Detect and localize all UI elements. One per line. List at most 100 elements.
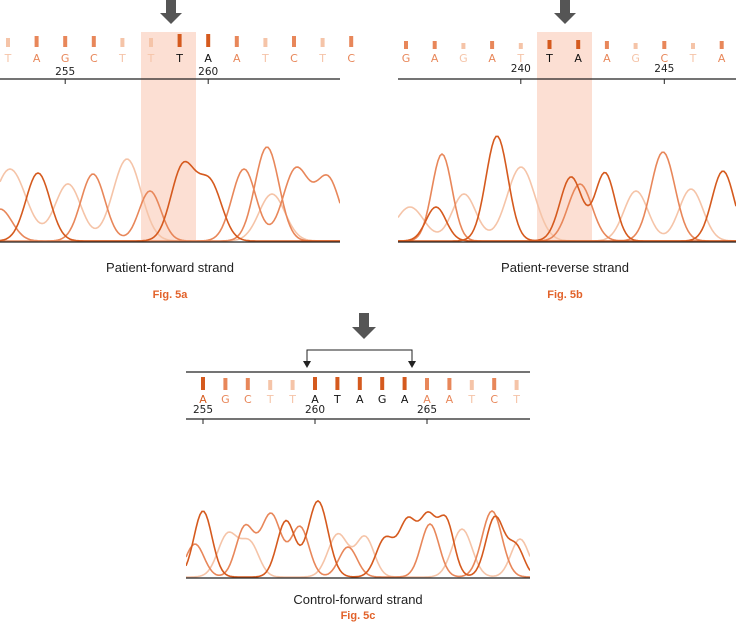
- base-bar: [313, 377, 317, 390]
- base-letter: G: [631, 52, 640, 65]
- figure-label-b: Fig. 5b: [547, 289, 583, 301]
- base-bar: [234, 36, 239, 47]
- base-letter: A: [431, 52, 439, 65]
- base-bar: [349, 36, 354, 47]
- base-letter: A: [574, 52, 582, 65]
- base-letter: G: [221, 393, 230, 406]
- base-bar: [120, 38, 125, 47]
- highlight-region-b: [537, 32, 592, 242]
- base-letter: T: [118, 52, 126, 65]
- base-bar: [335, 377, 340, 390]
- chromatogram-b: [398, 135, 736, 242]
- tick-label: 260: [305, 404, 325, 416]
- base-letter: A: [233, 52, 241, 65]
- arrow-down-icon: [352, 313, 376, 339]
- base-letter: T: [266, 393, 274, 406]
- base-bar: [320, 38, 325, 47]
- base-letter: A: [488, 52, 496, 65]
- bracket-arrowhead-right: [408, 361, 416, 368]
- base-letter: A: [423, 393, 431, 406]
- trace-curve: [186, 499, 530, 578]
- base-letter: T: [689, 52, 697, 65]
- base-bar: [6, 38, 10, 47]
- base-bar: [633, 43, 638, 49]
- base-letter: C: [660, 52, 668, 65]
- base-bar: [201, 377, 205, 390]
- base-bar: [719, 41, 724, 49]
- tick-label: 260: [198, 66, 218, 78]
- base-letter: T: [516, 52, 524, 65]
- trace-curve: [186, 510, 530, 578]
- base-bar: [432, 41, 437, 49]
- caption-a: Patient-forward strand: [106, 260, 234, 275]
- base-letter: T: [147, 52, 155, 65]
- base-bar: [576, 40, 581, 49]
- base-letter: A: [199, 393, 207, 406]
- duplication-bracket: [306, 349, 413, 362]
- trace-curve: [186, 528, 530, 578]
- base-bar: [604, 41, 609, 49]
- arrow-down-icon: [160, 0, 182, 24]
- base-bar: [380, 377, 385, 390]
- base-letter: T: [512, 393, 520, 406]
- base-letter: C: [490, 393, 498, 406]
- base-bar: [662, 41, 667, 49]
- base-bar: [223, 378, 228, 390]
- base-letter: C: [90, 52, 98, 65]
- base-letter: T: [318, 52, 326, 65]
- base-letter: A: [204, 52, 212, 65]
- base-letter: A: [356, 393, 364, 406]
- base-letter: A: [446, 393, 454, 406]
- base-bar: [425, 378, 429, 390]
- base-letter: T: [333, 393, 341, 406]
- trace-curve: [0, 160, 340, 242]
- position-ticks-c: 255 260 265: [193, 404, 437, 424]
- base-letter: G: [61, 52, 70, 65]
- tick-label: 240: [511, 63, 531, 75]
- base-bar: [492, 378, 497, 390]
- figure-label-c: Fig. 5c: [340, 610, 376, 622]
- tick-label: 255: [193, 404, 213, 416]
- trace-curve: [398, 151, 736, 242]
- base-bar: [177, 34, 182, 47]
- base-bar: [461, 43, 466, 49]
- bracket-arrowhead-left: [303, 361, 311, 368]
- base-bar: [518, 43, 523, 49]
- position-ticks-a: 255 260: [55, 66, 218, 84]
- trace-curve: [398, 206, 736, 242]
- base-bar: [63, 36, 68, 47]
- base-letter: A: [311, 393, 319, 406]
- base-bar: [490, 41, 495, 49]
- base-letter: G: [378, 393, 387, 406]
- base-bar: [91, 36, 96, 47]
- base-bar: [268, 380, 273, 390]
- base-bar: [245, 378, 250, 390]
- tick-label: 265: [417, 404, 437, 416]
- base-bar: [290, 380, 295, 390]
- base-letter: T: [288, 393, 296, 406]
- arrow-down-icon: [554, 0, 576, 24]
- base-bar: [292, 36, 296, 47]
- base-letter: T: [545, 52, 553, 65]
- trace-curve: [0, 146, 340, 242]
- base-letter: A: [33, 52, 41, 65]
- caption-c: Control-forward strand: [293, 592, 423, 607]
- chromatogram-c: [186, 499, 530, 578]
- base-letter: T: [4, 52, 12, 65]
- chromatogram-a: [0, 146, 340, 242]
- base-letter: G: [402, 52, 411, 65]
- base-bar: [447, 378, 452, 390]
- base-bar: [514, 380, 519, 390]
- figure-label-a: Fig. 5a: [152, 289, 188, 301]
- base-bar: [469, 380, 474, 390]
- base-bar: [547, 40, 552, 49]
- base-bar: [149, 38, 153, 47]
- base-bar: [34, 36, 39, 47]
- tick-label: 255: [55, 66, 75, 78]
- base-letter: G: [459, 52, 468, 65]
- base-bar: [404, 41, 408, 49]
- base-letter: A: [718, 52, 726, 65]
